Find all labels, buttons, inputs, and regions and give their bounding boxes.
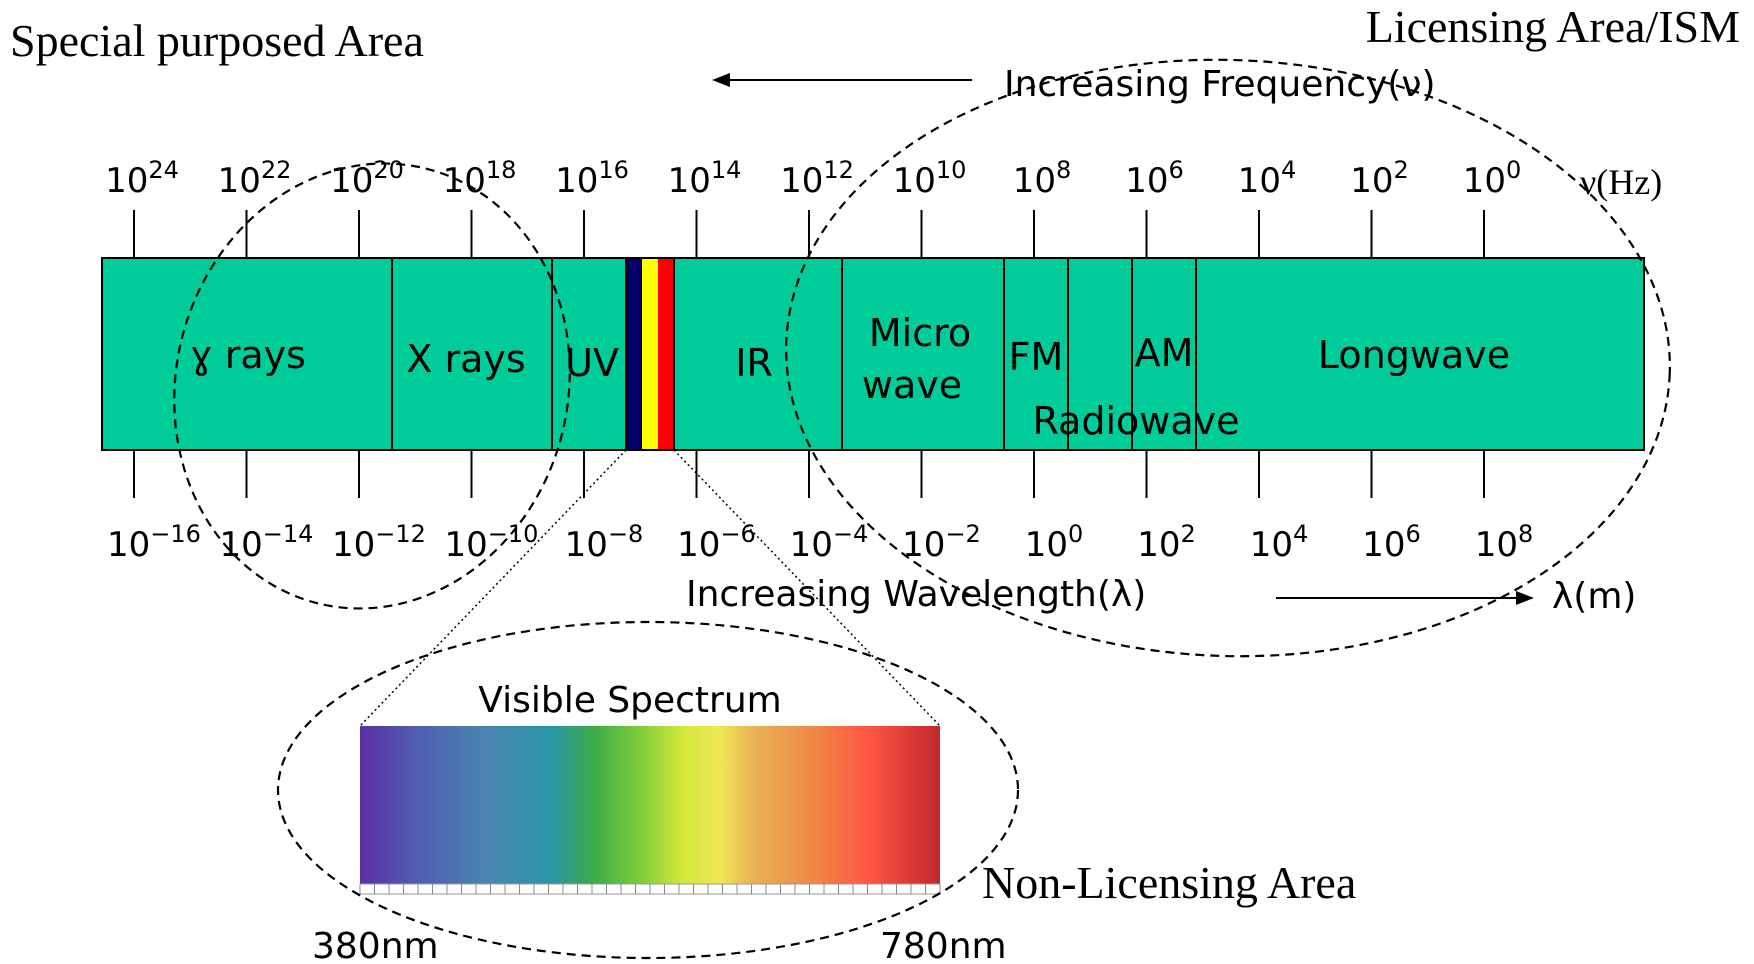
visible-yellow-stripe [642,258,658,450]
projection-line-left [359,449,627,727]
frequency-tick-label: 1024 [105,156,179,201]
uv-label: UV [565,341,619,385]
wavelength-tick-label: 10−4 [790,520,869,565]
non-licensing-area-label: Non-Licensing Area [982,857,1356,908]
non-licensing-area-ellipse [276,620,1020,960]
projection-line-right [673,449,941,727]
x-rays-label: X rays [406,337,525,381]
frequency-arrowhead [712,73,730,87]
wavelength-tick-label: 10−2 [902,520,981,565]
spectrum-bar [101,257,1645,451]
licensing-area-label: Licensing Area/ISM [1366,1,1740,52]
frequency-tick-label: 104 [1238,156,1297,201]
visible-min-label: 380nm [312,926,439,964]
visible-blue-stripe [626,258,642,450]
wavelength-tick-label: 104 [1250,520,1309,565]
wavelength-tick-label: 102 [1137,520,1196,565]
frequency-tick-label: 1022 [218,156,292,201]
licensing-area-ellipse [785,58,1671,658]
fm-label: FM [1009,335,1064,379]
am-label: AM [1135,331,1194,375]
frequency-tick-label: 1014 [668,156,742,201]
frequency-tick-label: 1016 [555,156,629,201]
visible-spectrum-gradient [360,726,940,884]
wavelength-tick-label: 100 [1025,520,1084,565]
wavelength-tick-label: 108 [1475,520,1534,565]
wavelength-tick-label: 10−16 [107,520,201,565]
microwave-label-line1: Micro [869,311,971,355]
wavelength-tick-label: 10−12 [332,520,426,565]
frequency-caption: Increasing Frequency(ν) [1004,64,1436,105]
ir-label: IR [735,341,773,385]
wavelength-unit: λ(m) [1552,576,1636,617]
special-area-label: Special purposed Area [10,15,424,66]
frequency-tick-label: 1018 [443,156,517,201]
frequency-ticks: 1024 1022 1020 1018 1016 1014 1012 1010 108 106 10… [105,156,1521,258]
visible-red-stripe [658,258,674,450]
frequency-tick-label: 1010 [893,156,967,201]
gamma-rays-label: ɣ rays [190,333,306,377]
frequency-tick-label: 1020 [330,156,404,201]
wavelength-ticks: 10−16 10−14 10−12 10−10 10−8 10−6 10−4 10−2 100 1… [107,450,1533,565]
frequency-tick-label: 100 [1463,156,1522,201]
wavelength-tick-label: 10−8 [565,520,644,565]
frequency-tick-label: 1012 [780,156,854,201]
longwave-label: Longwave [1318,333,1510,377]
wavelength-tick-label: 10−6 [677,520,756,565]
visible-stripe-border [625,257,675,451]
frequency-tick-label: 106 [1125,156,1184,201]
microwave-label-line2: wave [862,363,962,407]
visible-spectrum-ruler [359,883,941,895]
radiowave-label: Radiowave [1032,399,1239,443]
wavelength-tick-label: 10−14 [220,520,314,565]
frequency-tick-label: 108 [1013,156,1072,201]
visible-spectrum-title: Visible Spectrum [478,680,782,721]
wavelength-arrowhead [1516,591,1534,605]
frequency-tick-label: 102 [1350,156,1409,201]
frequency-unit: ν(Hz) [1580,162,1662,202]
wavelength-tick-label: 106 [1362,520,1421,565]
special-area-ellipse [173,162,571,610]
wavelength-tick-label: 10−10 [445,520,539,565]
wavelength-caption: Increasing Wavelength(λ) [686,574,1146,615]
visible-max-label: 780nm [880,926,1007,964]
